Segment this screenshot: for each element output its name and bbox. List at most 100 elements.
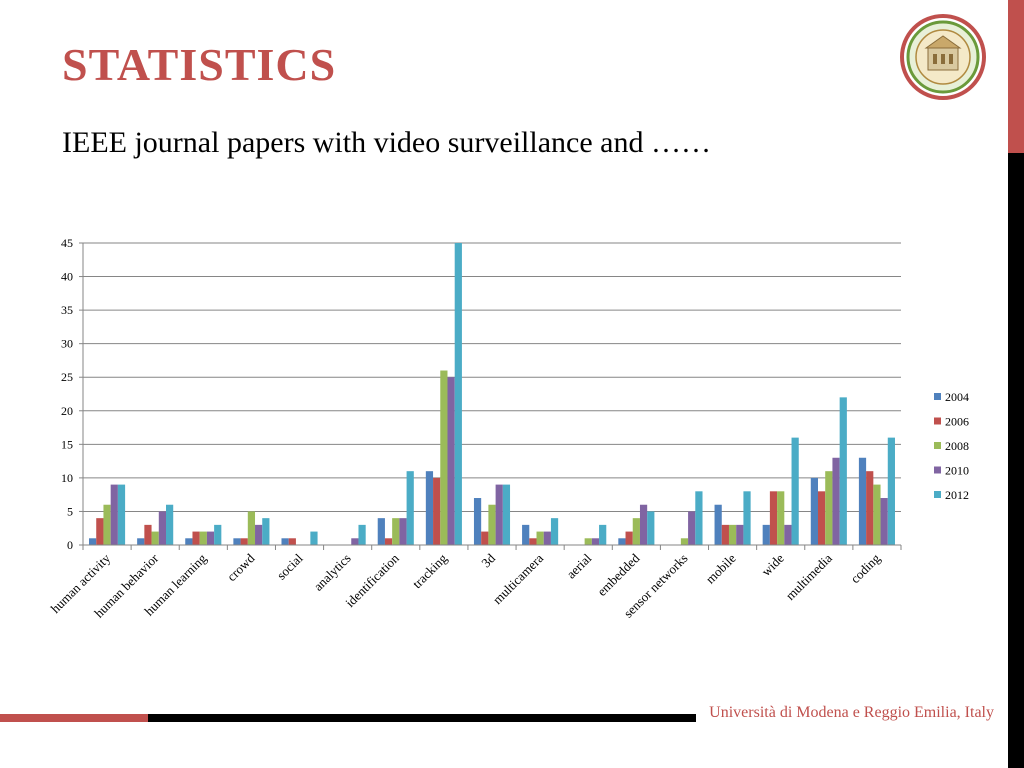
legend-label-2006: 2006 (945, 415, 969, 429)
legend-swatch-2012 (934, 491, 941, 498)
bar-2012 (839, 397, 847, 545)
bar-2004 (185, 538, 193, 545)
bar-2012 (743, 491, 751, 545)
bottom-accent-bar-black (148, 714, 696, 722)
legend-label-2010: 2010 (945, 464, 969, 478)
x-tick-label: coding (847, 550, 883, 586)
bar-2010 (832, 457, 840, 545)
bar-2008 (825, 471, 833, 545)
legend-label-2012: 2012 (945, 488, 969, 502)
bar-2006 (721, 524, 729, 545)
bar-2012 (262, 518, 270, 545)
x-tick-label: 3d (478, 550, 498, 570)
bar-2012 (550, 518, 559, 545)
legend: 2004 2006 2008 2010 2012 (934, 390, 969, 502)
footer-university: Università di Modena e Reggio Emilia, It… (709, 704, 994, 721)
bar-2012 (695, 491, 703, 545)
bar-2008 (488, 504, 496, 545)
bar-2010 (688, 511, 696, 545)
legend-swatch-2010 (934, 466, 941, 474)
bar-2008 (728, 524, 737, 545)
bar-2010 (399, 518, 407, 545)
y-tick-label: 30 (61, 337, 73, 351)
y-tick-label: 20 (61, 404, 73, 418)
x-tick-label: mobile (703, 550, 739, 586)
x-tick-label: embedded (594, 550, 643, 599)
bar-2006 (384, 538, 393, 545)
bar-2012 (454, 243, 462, 545)
bar-2012 (406, 471, 414, 545)
bar-2008 (873, 484, 881, 545)
y-tick-label: 40 (61, 270, 73, 284)
slide-subtitle: IEEE journal papers with video surveilla… (62, 126, 711, 159)
bottom-accent-bar-red (0, 714, 148, 722)
y-tick-label: 10 (61, 471, 73, 485)
bar-2010 (639, 504, 648, 545)
y-tick-label: 35 (61, 303, 73, 317)
bar-2010 (880, 498, 888, 545)
bar-2006 (481, 531, 489, 545)
bar-2010 (736, 524, 744, 545)
right-accent-bar-red (1008, 0, 1024, 153)
legend-label-2004: 2004 (945, 390, 969, 404)
bar-2012 (647, 511, 655, 545)
bar-2012 (166, 504, 174, 545)
bar-2008 (584, 538, 592, 545)
bar-2010 (447, 377, 455, 545)
bar-2008 (440, 370, 448, 545)
y-tick-label: 5 (67, 504, 73, 518)
bar-2004 (281, 538, 289, 545)
bar-2006 (529, 538, 537, 545)
bar-2010 (255, 524, 263, 545)
bar-2012 (358, 524, 366, 545)
y-tick-label: 0 (67, 538, 73, 552)
bar-2006 (817, 491, 826, 545)
bar-2004 (714, 504, 722, 545)
bar-2006 (625, 531, 633, 545)
bar-2010 (158, 511, 167, 545)
bar-2004 (233, 538, 241, 545)
bar-2008 (777, 491, 785, 545)
bars (89, 243, 895, 545)
bar-2006 (192, 531, 200, 545)
bar-2004 (810, 477, 818, 545)
bar-2008 (392, 518, 400, 545)
bar-2004 (618, 538, 626, 545)
legend-label-2008: 2008 (945, 439, 969, 453)
bar-2006 (96, 518, 104, 545)
bar-2010 (206, 531, 215, 545)
bar-2004 (473, 498, 482, 545)
bar-2004 (137, 538, 145, 545)
bar-2006 (240, 538, 248, 545)
bar-2004 (89, 538, 97, 545)
bar-2004 (425, 471, 434, 545)
bar-2006 (144, 524, 152, 545)
bar-2010 (591, 538, 600, 545)
bar-2004 (762, 524, 770, 545)
bar-2012 (310, 531, 318, 545)
bar-2010 (495, 484, 503, 545)
x-tick-label: multicamera (490, 550, 547, 607)
bar-2012 (214, 524, 222, 545)
university-seal-logo (900, 14, 986, 100)
bar-2008 (103, 504, 111, 545)
bar-2012 (599, 524, 607, 545)
bar-2004 (522, 524, 530, 545)
bar-2008 (199, 531, 207, 545)
x-tick-label: tracking (409, 550, 450, 591)
legend-swatch-2004 (934, 393, 941, 400)
x-tick-label: wide (758, 550, 787, 579)
x-tick-label: crowd (224, 550, 258, 584)
y-tick-label: 45 (61, 236, 73, 250)
bar-2004 (377, 518, 385, 545)
bar-2012 (887, 437, 895, 545)
bar-2010 (351, 538, 359, 545)
x-tick-label: aerial (563, 550, 594, 581)
bar-2006 (433, 477, 441, 545)
bar-2006 (769, 491, 778, 545)
right-accent-bar-black (1008, 153, 1024, 768)
bar-2004 (858, 457, 867, 545)
bar-2006 (866, 471, 874, 545)
